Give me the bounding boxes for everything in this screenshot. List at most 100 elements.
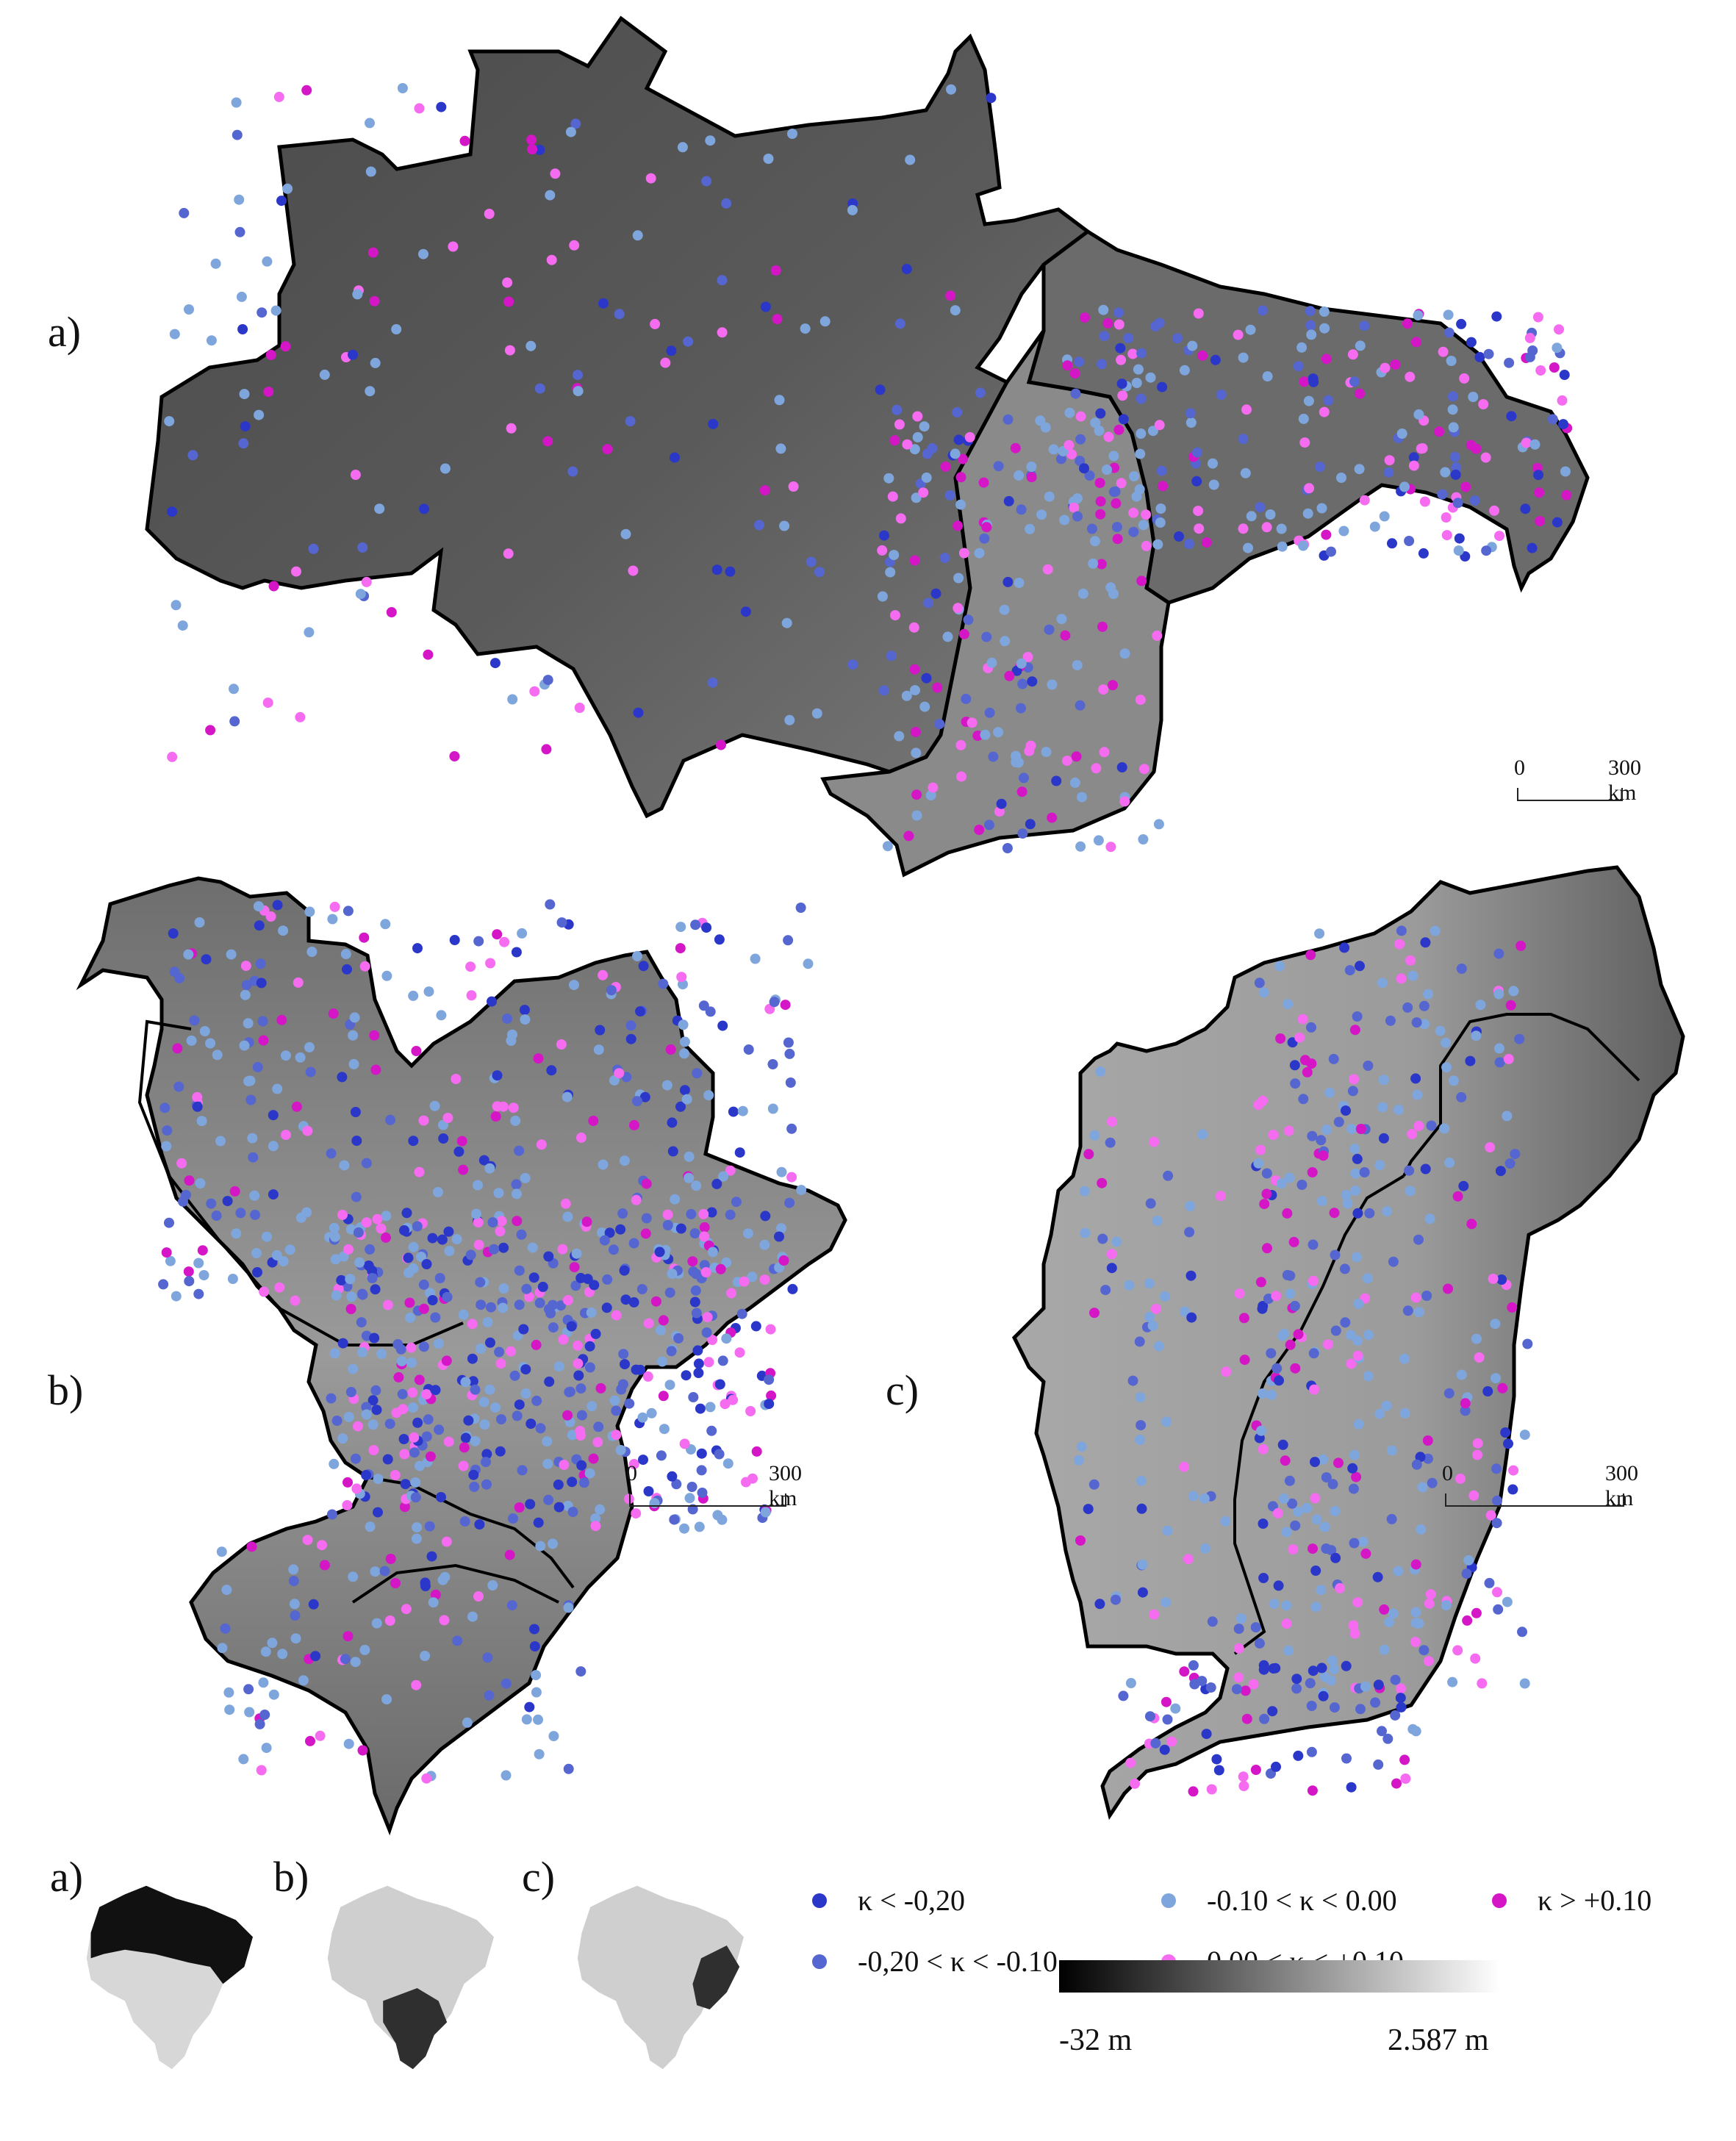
station-dot: [661, 1080, 672, 1091]
station-dot: [945, 290, 956, 301]
station-dot: [193, 1288, 204, 1299]
station-dot: [361, 1217, 372, 1228]
station-dot: [1449, 451, 1460, 462]
station-dot: [1014, 470, 1025, 481]
station-dot: [546, 254, 557, 265]
station-dot: [953, 520, 964, 531]
station-dot: [562, 1091, 573, 1102]
station-dot: [1493, 1043, 1504, 1054]
station-dot: [654, 1247, 665, 1258]
station-dot: [494, 1346, 505, 1358]
station-dot: [1447, 1676, 1458, 1688]
station-dot: [1451, 462, 1462, 473]
station-dot: [1314, 462, 1325, 473]
station-dot: [531, 1670, 542, 1681]
station-dot: [1463, 1554, 1474, 1566]
station-dot: [1330, 1552, 1341, 1563]
station-dot: [327, 914, 338, 925]
station-dot: [1355, 1704, 1366, 1715]
station-dot: [1080, 312, 1090, 323]
station-dot: [1458, 1180, 1469, 1191]
station-dot: [560, 1198, 571, 1209]
station-dot: [1297, 1014, 1308, 1025]
station-dot: [638, 961, 649, 972]
station-dot: [1333, 1457, 1344, 1468]
station-dot: [1452, 498, 1463, 509]
station-dot: [952, 407, 963, 417]
station-dot: [439, 1615, 450, 1626]
station-dot: [302, 1535, 313, 1546]
station-dot: [315, 1730, 326, 1741]
station-dot: [336, 1274, 347, 1285]
station-dot: [1073, 1455, 1084, 1466]
station-dot: [1254, 1638, 1265, 1649]
station-dot: [1135, 1435, 1146, 1445]
station-dot: [728, 1106, 739, 1117]
station-dot: [1503, 1438, 1513, 1449]
station-dot: [1270, 1663, 1281, 1674]
station-dot: [1396, 973, 1407, 984]
station-dot: [662, 1209, 673, 1220]
station-dot: [1002, 414, 1014, 425]
station-dot: [1424, 1213, 1435, 1224]
station-dot: [1105, 582, 1116, 593]
station-dot: [722, 1458, 734, 1469]
station-dot: [1492, 1587, 1502, 1598]
station-dot: [878, 685, 889, 696]
station-dot: [1135, 1392, 1146, 1403]
station-dot: [694, 1521, 705, 1532]
station-dot: [1468, 392, 1479, 402]
panel-label-b: b): [48, 1366, 84, 1414]
station-dot: [1110, 486, 1121, 497]
station-dot: [1016, 504, 1027, 515]
station-dot: [1342, 1198, 1353, 1209]
station-dot: [1116, 762, 1127, 772]
station-dot: [1410, 1637, 1421, 1647]
station-dot: [796, 1185, 807, 1196]
station-dot: [259, 1710, 270, 1720]
station-dot: [1459, 373, 1470, 384]
station-dot: [508, 1513, 518, 1524]
station-dot: [981, 631, 992, 642]
station-dot: [564, 1386, 575, 1397]
station-dot: [342, 964, 352, 975]
station-dot: [983, 820, 994, 831]
station-dot: [198, 1270, 209, 1280]
station-dot: [265, 911, 276, 922]
station-dot: [351, 1191, 362, 1202]
station-dot: [1259, 1713, 1270, 1724]
station-dot: [637, 1412, 648, 1423]
station-dot: [351, 1453, 361, 1464]
station-dot: [524, 1701, 535, 1713]
station-dot: [267, 1638, 278, 1649]
station-dot: [1426, 1120, 1437, 1131]
station-dot: [256, 1765, 267, 1776]
station-dot: [675, 1223, 686, 1234]
station-dot: [656, 1324, 666, 1335]
station-dot: [581, 1216, 592, 1227]
station-dot: [1533, 470, 1544, 481]
station-dot: [1184, 1227, 1195, 1238]
station-dot: [698, 1208, 709, 1219]
station-dot: [1362, 1273, 1373, 1284]
station-dot: [932, 682, 943, 693]
station-dot: [1527, 542, 1538, 553]
station-dot: [1097, 1177, 1108, 1188]
station-dot: [1220, 1516, 1231, 1527]
station-dot: [701, 1327, 712, 1338]
station-dot: [1271, 1363, 1283, 1374]
station-dot: [699, 1222, 710, 1233]
station-dot: [559, 1460, 570, 1470]
station-dot: [205, 1038, 216, 1049]
station-dot: [927, 443, 938, 453]
station-dot: [1423, 989, 1434, 1000]
station-dot: [343, 1411, 354, 1422]
station-dot: [1135, 448, 1146, 459]
station-dot: [280, 341, 291, 352]
station-dot: [765, 1324, 776, 1335]
station-dot: [179, 207, 190, 218]
station-dot: [533, 1053, 544, 1064]
station-dot: [1413, 1121, 1424, 1131]
station-dot: [492, 1101, 503, 1112]
station-dot: [688, 1392, 699, 1402]
